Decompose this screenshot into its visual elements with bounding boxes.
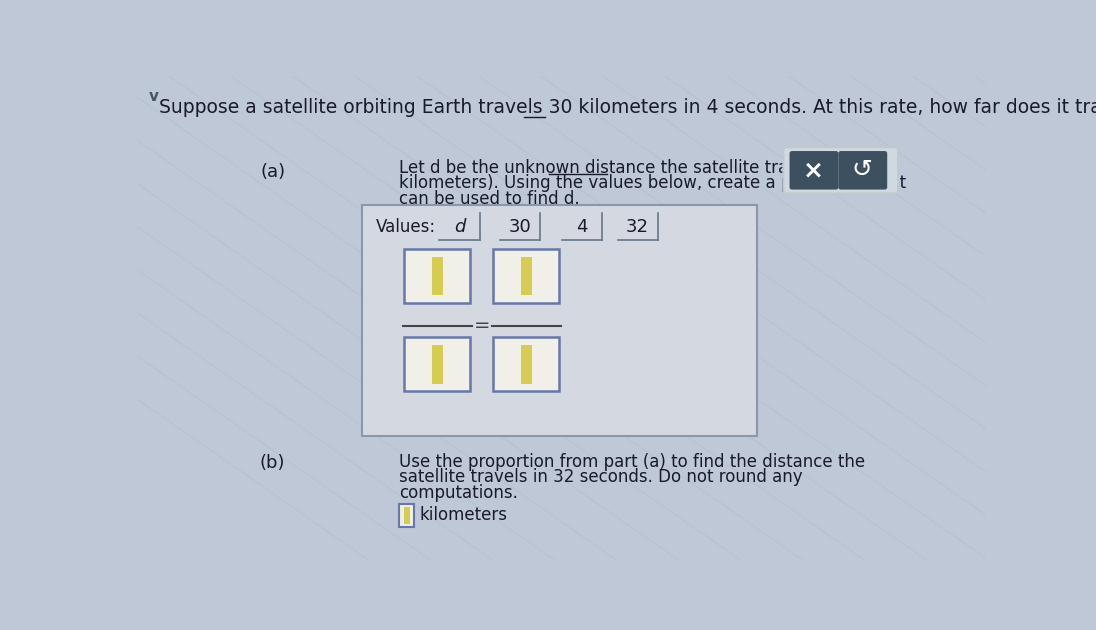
Bar	[521, 345, 532, 384]
FancyBboxPatch shape	[789, 151, 838, 190]
Text: can be used to find d.: can be used to find d.	[399, 190, 580, 207]
Text: Suppose a satellite orbiting Earth travels 30 kilometers in 4 seconds. At this r: Suppose a satellite orbiting Earth trave…	[159, 98, 1096, 117]
Text: 30: 30	[509, 217, 532, 236]
Bar	[362, 205, 757, 436]
Text: v: v	[149, 89, 159, 105]
Text: 4: 4	[576, 217, 587, 236]
Bar	[404, 338, 470, 391]
Bar	[403, 507, 410, 524]
Text: Values:: Values:	[376, 217, 436, 236]
Text: kilometers: kilometers	[420, 507, 507, 524]
Bar	[404, 249, 470, 303]
Text: kilometers). Using the values below, create a proportion that: kilometers). Using the values below, cre…	[399, 174, 906, 192]
Bar	[493, 249, 559, 303]
Text: ↺: ↺	[852, 158, 872, 182]
Text: (b): (b)	[260, 454, 285, 472]
Text: 32: 32	[626, 217, 649, 236]
Bar	[432, 345, 443, 384]
Text: (a): (a)	[260, 163, 285, 181]
Text: Let d be the unknown distance the satellite travels (in: Let d be the unknown distance the satell…	[399, 159, 848, 177]
Text: computations.: computations.	[399, 484, 517, 501]
Text: d: d	[454, 217, 465, 236]
Bar	[521, 256, 532, 295]
Text: =: =	[473, 316, 490, 335]
FancyBboxPatch shape	[838, 151, 887, 190]
Text: Use the proportion from part (a) to find the distance the: Use the proportion from part (a) to find…	[399, 453, 865, 471]
Bar	[493, 338, 559, 391]
Text: ×: ×	[803, 158, 824, 182]
Text: satellite travels in 32 seconds. Do not round any: satellite travels in 32 seconds. Do not …	[399, 468, 802, 486]
FancyBboxPatch shape	[784, 147, 898, 193]
Bar	[432, 256, 443, 295]
Bar	[399, 504, 414, 527]
